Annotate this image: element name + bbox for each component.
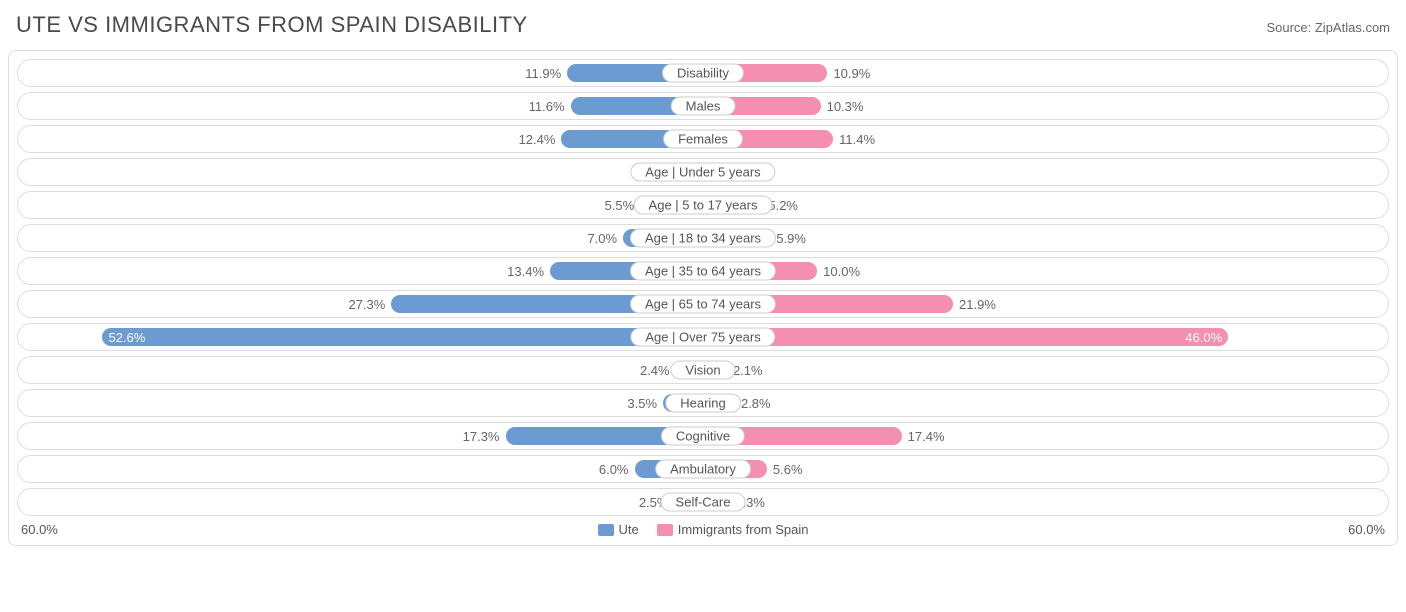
row-left-value: 12.4% xyxy=(513,132,562,147)
row-left-value: 7.0% xyxy=(581,231,623,246)
row-left-half: 52.6% xyxy=(18,324,703,350)
legend-label-right: Immigrants from Spain xyxy=(678,522,809,537)
chart-row: 12.4% 11.4% Females xyxy=(17,125,1389,153)
row-right-value: 21.9% xyxy=(953,297,1002,312)
row-category-label: Age | Over 75 years xyxy=(630,328,775,347)
row-left-half: 2.5% xyxy=(18,489,703,515)
row-category-label: Hearing xyxy=(665,394,741,413)
chart-row: 6.0% 5.6% Ambulatory xyxy=(17,455,1389,483)
chart-source: Source: ZipAtlas.com xyxy=(1266,20,1390,35)
butterfly-chart: 11.9% 10.9% Disability 11.6% 10.3% Males 12.4%… xyxy=(8,50,1398,546)
row-left-half: 27.3% xyxy=(18,291,703,317)
row-right-half: 1.2% xyxy=(703,159,1388,185)
row-category-label: Age | Under 5 years xyxy=(630,163,775,182)
legend-label-left: Ute xyxy=(619,522,639,537)
chart-row: 5.5%5.2%Age | 5 to 17 years xyxy=(17,191,1389,219)
row-left-value: 52.6% xyxy=(102,330,151,345)
row-right-half: 10.9% xyxy=(703,60,1388,86)
row-left-half: 11.9% xyxy=(18,60,703,86)
row-right-value: 17.4% xyxy=(902,429,951,444)
row-category-label: Females xyxy=(663,130,743,149)
row-left-value: 27.3% xyxy=(342,297,391,312)
row-left-bar: 52.6% xyxy=(102,328,703,346)
axis-left-max: 60.0% xyxy=(21,522,58,537)
row-left-half: 0.86% xyxy=(18,159,703,185)
row-category-label: Age | 65 to 74 years xyxy=(630,295,776,314)
row-right-value: 2.8% xyxy=(735,396,777,411)
chart-row: 52.6% 46.0% Age | Over 75 years xyxy=(17,323,1389,351)
row-category-label: Disability xyxy=(662,64,744,83)
row-left-value: 6.0% xyxy=(593,462,635,477)
chart-header: UTE VS IMMIGRANTS FROM SPAIN DISABILITY … xyxy=(8,8,1398,50)
row-category-label: Vision xyxy=(670,361,735,380)
row-category-label: Self-Care xyxy=(661,493,746,512)
row-left-half: 13.4% xyxy=(18,258,703,284)
row-left-half: 11.6% xyxy=(18,93,703,119)
row-left-half: 12.4% xyxy=(18,126,703,152)
row-left-value: 13.4% xyxy=(501,264,550,279)
legend-swatch-left xyxy=(598,524,614,536)
chart-rows: 11.9% 10.9% Disability 11.6% 10.3% Males 12.4%… xyxy=(17,59,1389,516)
row-category-label: Males xyxy=(671,97,736,116)
row-right-value: 10.3% xyxy=(821,99,870,114)
row-category-label: Ambulatory xyxy=(655,460,751,479)
row-category-label: Age | 5 to 17 years xyxy=(634,196,773,215)
legend-swatch-right xyxy=(657,524,673,536)
row-left-value: 11.9% xyxy=(519,66,567,81)
chart-row: 11.9% 10.9% Disability xyxy=(17,59,1389,87)
chart-row: 7.0% 5.9%Age | 18 to 34 years xyxy=(17,224,1389,252)
chart-row: 11.6% 10.3% Males xyxy=(17,92,1389,120)
row-right-half: 46.0% xyxy=(703,324,1388,350)
row-right-half: 5.2% xyxy=(703,192,1388,218)
row-right-half: 10.0% xyxy=(703,258,1388,284)
row-right-bar: 46.0% xyxy=(703,328,1228,346)
row-left-value: 17.3% xyxy=(457,429,506,444)
chart-row: 3.5% 2.8%Hearing xyxy=(17,389,1389,417)
row-category-label: Age | 35 to 64 years xyxy=(630,262,776,281)
row-right-half: 11.4% xyxy=(703,126,1388,152)
chart-row: 13.4% 10.0% Age | 35 to 64 years xyxy=(17,257,1389,285)
axis-right-max: 60.0% xyxy=(1348,522,1385,537)
row-right-half: 2.1% xyxy=(703,357,1388,383)
chart-row: 2.4% 2.1%Vision xyxy=(17,356,1389,384)
chart-row: 17.3% 17.4% Cognitive xyxy=(17,422,1389,450)
row-left-value: 2.4% xyxy=(634,363,676,378)
row-right-value: 11.4% xyxy=(833,132,881,147)
chart-row: 2.5%2.3%Self-Care xyxy=(17,488,1389,516)
row-left-half: 5.5% xyxy=(18,192,703,218)
chart-row: 27.3% 21.9% Age | 65 to 74 years xyxy=(17,290,1389,318)
row-category-label: Age | 18 to 34 years xyxy=(630,229,776,248)
row-left-half: 17.3% xyxy=(18,423,703,449)
row-left-half: 3.5% xyxy=(18,390,703,416)
row-right-value: 10.9% xyxy=(827,66,876,81)
row-right-value: 46.0% xyxy=(1179,330,1228,345)
chart-axis: 60.0% Ute Immigrants from Spain 60.0% xyxy=(17,516,1389,537)
row-left-half: 6.0% xyxy=(18,456,703,482)
row-right-half: 2.3% xyxy=(703,489,1388,515)
row-left-half: 2.4% xyxy=(18,357,703,383)
row-right-half: 17.4% xyxy=(703,423,1388,449)
chart-title: UTE VS IMMIGRANTS FROM SPAIN DISABILITY xyxy=(16,12,528,38)
row-right-half: 21.9% xyxy=(703,291,1388,317)
legend-item-left: Ute xyxy=(598,522,639,537)
row-right-half: 10.3% xyxy=(703,93,1388,119)
row-left-value: 11.6% xyxy=(523,99,571,114)
row-right-half: 5.6% xyxy=(703,456,1388,482)
row-left-value: 3.5% xyxy=(621,396,663,411)
chart-row: 0.86%1.2%Age | Under 5 years xyxy=(17,158,1389,186)
chart-legend: Ute Immigrants from Spain xyxy=(598,522,809,537)
row-right-value: 5.6% xyxy=(767,462,809,477)
row-category-label: Cognitive xyxy=(661,427,745,446)
row-right-half: 2.8% xyxy=(703,390,1388,416)
row-right-value: 10.0% xyxy=(817,264,866,279)
row-left-half: 7.0% xyxy=(18,225,703,251)
row-right-half: 5.9% xyxy=(703,225,1388,251)
legend-item-right: Immigrants from Spain xyxy=(657,522,809,537)
row-right-value: 5.9% xyxy=(770,231,812,246)
